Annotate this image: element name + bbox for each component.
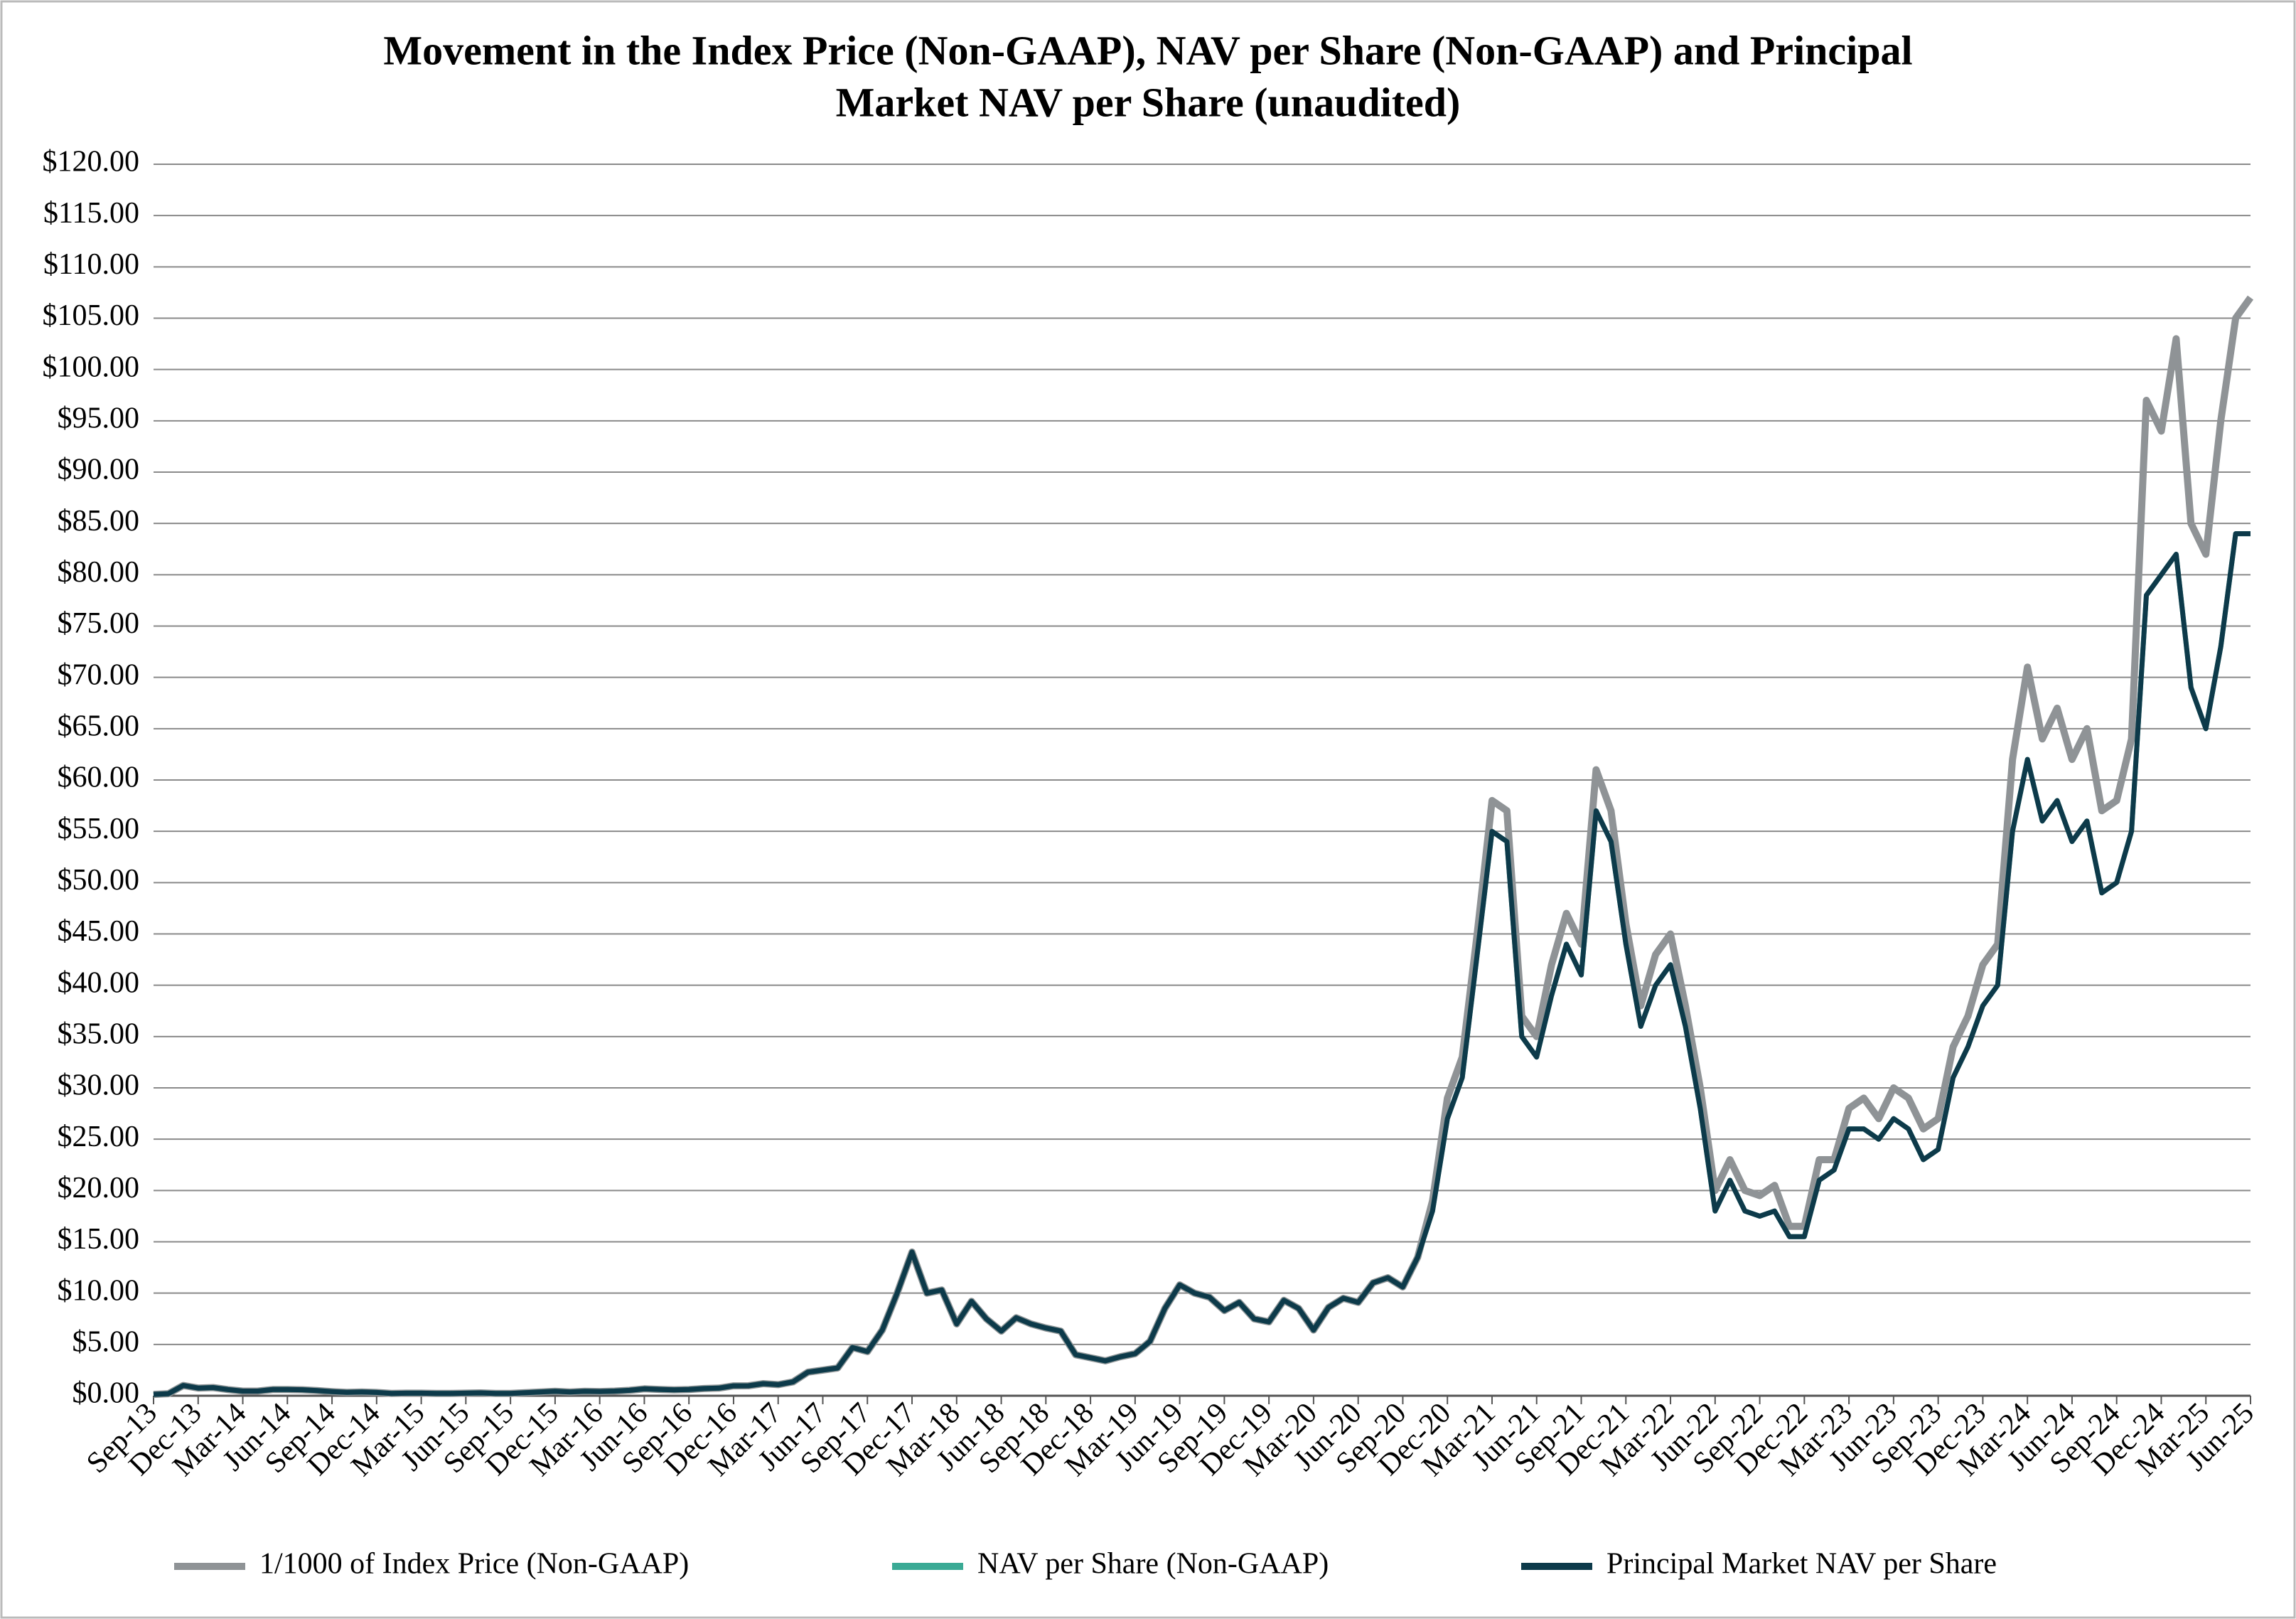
y-tick-label: $80.00 <box>58 556 140 589</box>
legend-label: Principal Market NAV per Share <box>1606 1548 1997 1581</box>
y-tick-label: $105.00 <box>43 299 140 332</box>
legend-label: NAV per Share (Non-GAAP) <box>977 1548 1329 1581</box>
series-line <box>153 531 2251 1397</box>
legend-label: 1/1000 of Index Price (Non-GAAP) <box>259 1548 689 1581</box>
y-tick-label: $35.00 <box>58 1017 140 1050</box>
y-tick-label: $30.00 <box>58 1069 140 1102</box>
y-tick-label: $90.00 <box>58 454 140 486</box>
y-tick-label: $70.00 <box>58 658 140 691</box>
y-tick-label: $10.00 <box>58 1274 140 1307</box>
y-tick-label: $40.00 <box>58 966 140 999</box>
y-tick-label: $65.00 <box>58 710 140 742</box>
y-tick-label: $60.00 <box>58 762 140 794</box>
y-tick-label: $75.00 <box>58 607 140 640</box>
y-tick-label: $25.00 <box>58 1121 140 1153</box>
y-tick-label: $20.00 <box>58 1172 140 1204</box>
chart-title: Market NAV per Share (unaudited) <box>836 79 1461 125</box>
y-tick-label: $85.00 <box>58 505 140 538</box>
y-tick-label: $5.00 <box>73 1325 140 1358</box>
y-tick-label: $50.00 <box>58 864 140 897</box>
y-tick-label: $110.00 <box>43 248 139 281</box>
chart-title: Movement in the Index Price (Non-GAAP), … <box>383 27 1912 73</box>
y-tick-label: $15.00 <box>58 1223 140 1256</box>
y-tick-label: $115.00 <box>43 197 139 230</box>
y-tick-label: $120.00 <box>43 146 140 178</box>
y-tick-label: $55.00 <box>58 813 140 845</box>
y-tick-label: $45.00 <box>58 915 140 948</box>
y-tick-label: $95.00 <box>58 402 140 434</box>
y-tick-label: $100.00 <box>43 351 140 383</box>
y-tick-label: $0.00 <box>73 1377 140 1410</box>
